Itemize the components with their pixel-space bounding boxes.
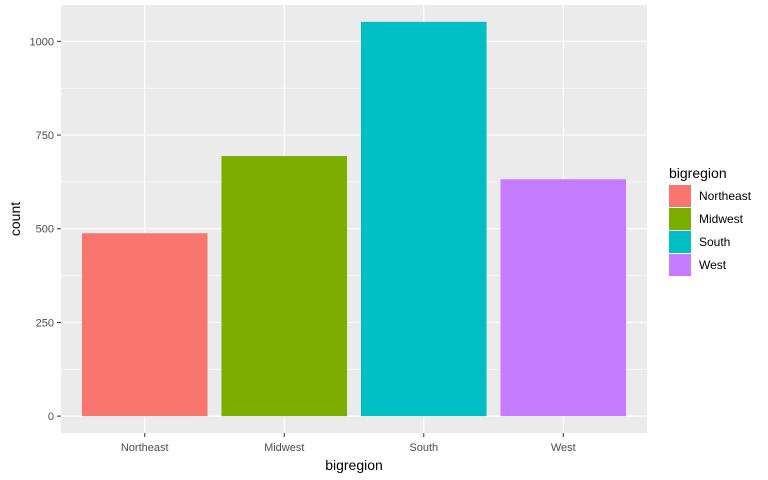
x-tick-label: West — [551, 442, 576, 454]
y-tick-label: 500 — [36, 224, 54, 236]
legend-label: Northeast — [699, 189, 752, 203]
legend-label: West — [699, 258, 727, 272]
x-tick-label: Midwest — [264, 442, 304, 454]
y-tick-label: 0 — [48, 411, 54, 423]
y-tick-label: 1000 — [30, 36, 54, 48]
x-tick-label: Northeast — [121, 442, 169, 454]
x-axis: Northeast Midwest South West — [121, 433, 576, 454]
legend-key-northeast — [669, 185, 691, 207]
y-axis: 0 250 500 750 1000 — [30, 36, 61, 423]
bar-northeast — [81, 233, 208, 417]
y-axis-title: count — [7, 202, 23, 236]
bar-west — [500, 179, 627, 417]
bars — [81, 21, 627, 417]
bar-midwest — [221, 156, 348, 417]
legend-label: South — [699, 235, 730, 249]
legend-label: Midwest — [699, 212, 744, 226]
x-axis-title: bigregion — [325, 457, 383, 473]
x-tick-label: South — [409, 442, 438, 454]
legend-key-south — [669, 231, 691, 253]
y-tick-label: 750 — [36, 130, 54, 142]
bar-south — [360, 21, 487, 417]
legend-key-midwest — [669, 208, 691, 230]
legend: bigregion Northeast Midwest South West — [669, 165, 752, 276]
legend-title: bigregion — [669, 165, 727, 181]
legend-key-west — [669, 254, 691, 276]
y-tick-label: 250 — [36, 317, 54, 329]
